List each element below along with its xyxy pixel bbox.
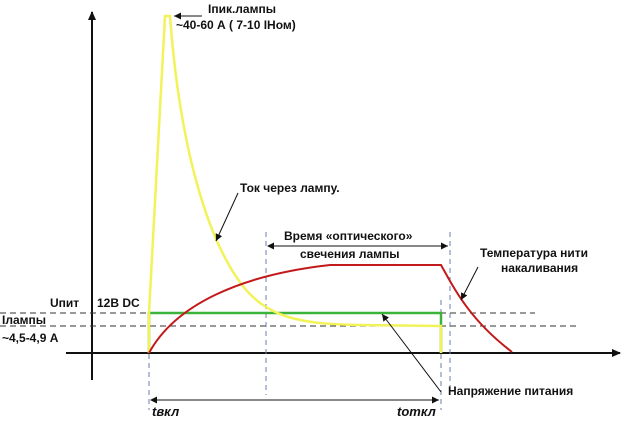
temp-pointer	[460, 266, 479, 301]
temperature-label-2: накаливания	[501, 261, 578, 275]
lamp-current-value: ~4,5-4,9 А	[2, 331, 59, 345]
supply-voltage-label: Uпит	[50, 296, 79, 310]
t-off-label: tоткл	[397, 404, 436, 419]
t-on-label: tвкл	[152, 404, 179, 419]
glow-time-label-2: свечения лампы	[300, 247, 400, 261]
temperature-curve	[148, 264, 513, 354]
peak-current-value: ~40-60 А ( 7-10 IНом)	[176, 18, 296, 32]
peak-current-label: Iпик.лампы	[208, 2, 276, 16]
glow-time-label: Время «оптического»	[284, 229, 413, 243]
lamp-current-label: Iлампы	[2, 313, 46, 327]
current-label: Ток через лампу.	[240, 181, 340, 195]
voltage-label: Напряжение питания	[448, 384, 573, 398]
current-pointer	[215, 192, 239, 242]
dc-voltage-value: 12В DC	[97, 296, 140, 310]
lamp-current-curve	[147, 14, 443, 353]
voltage-pointer	[381, 313, 442, 393]
temperature-label: Температура нити	[480, 246, 588, 260]
